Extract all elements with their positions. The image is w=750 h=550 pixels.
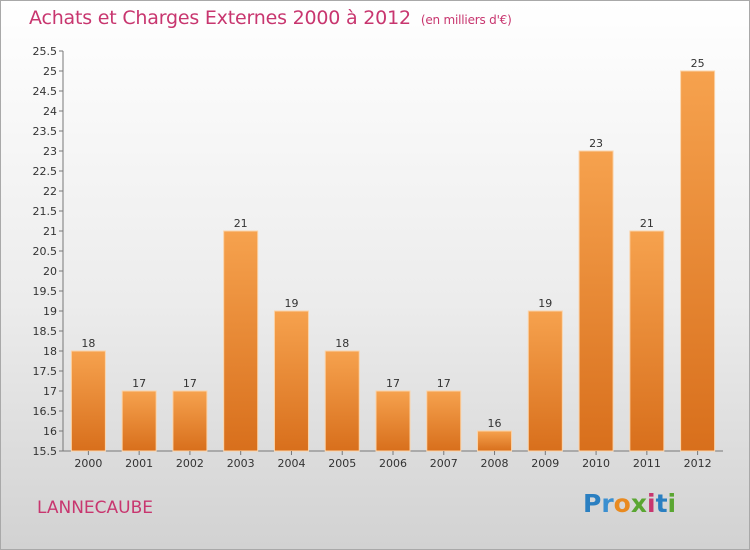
bar-value-label: 21 [640,217,654,230]
bar-2006 [375,390,411,452]
x-tick-label: 2010 [582,457,610,470]
bar-2003 [223,230,259,452]
bar-value-label: 19 [284,297,298,310]
bar-value-label: 25 [691,57,705,70]
logo-letter: i [647,489,656,518]
chart-bars: 18 2000 17 2001 17 2002 21 2003 19 2004 18 2005 17 20… [70,57,716,470]
y-tick-label: 21 [43,225,57,238]
bar-2004 [273,310,309,452]
bar-2007 [426,390,462,452]
x-tick-label: 2001 [125,457,153,470]
bar-2002 [172,390,208,452]
bar-value-label: 18 [335,337,349,350]
y-tick-label: 16 [43,425,57,438]
chart-title: Achats et Charges Externes 2000 à 2012 (e… [29,7,512,29]
y-tick-label: 22.5 [33,165,58,178]
x-tick-label: 2009 [531,457,559,470]
title-text: Achats et Charges Externes 2000 à 2012 [29,7,411,29]
bar-2009 [527,310,563,452]
bar-2012 [680,70,716,452]
y-tick-label: 21.5 [33,205,58,218]
y-tick-label: 16.5 [33,405,58,418]
bar-2008 [477,430,513,452]
x-tick-label: 2003 [227,457,255,470]
bar-value-label: 17 [386,377,400,390]
y-tick-label: 18.5 [33,325,58,338]
logo-letter: r [601,489,614,518]
bar-value-label: 16 [488,417,502,430]
y-tick-label: 19.5 [33,285,58,298]
proxiti-logo: Proxiti [583,489,676,518]
bar-2000 [70,350,106,452]
x-tick-label: 2012 [684,457,712,470]
x-tick-label: 2000 [74,457,102,470]
bar-2011 [629,230,665,452]
y-tick-label: 20 [43,265,57,278]
y-tick-label: 25.5 [33,45,58,58]
y-tick-label: 23 [43,145,57,158]
x-tick-label: 2004 [277,457,305,470]
y-tick-label: 25 [43,65,57,78]
bar-2005 [324,350,360,452]
bar-value-label: 17 [132,377,146,390]
y-tick-label: 17 [43,385,57,398]
logo-letter: i [667,489,677,518]
y-tick-label: 23.5 [33,125,58,138]
bar-value-label: 21 [234,217,248,230]
bar-value-label: 23 [589,137,603,150]
x-tick-label: 2005 [328,457,356,470]
y-tick-label: 20.5 [33,245,58,258]
y-tick-label: 15.5 [33,445,58,458]
y-tick-label: 19 [43,305,57,318]
y-tick-label: 18 [43,345,57,358]
commune-name: LANNECAUBE [37,498,154,518]
logo-letter: t [655,489,668,518]
logo-letter: P [583,489,602,518]
bar-2010 [578,150,614,452]
chart-subtitle: (en milliers d'€) [420,13,512,27]
x-tick-label: 2006 [379,457,407,470]
x-tick-label: 2008 [481,457,509,470]
y-tick-label: 24.5 [33,85,58,98]
y-tick-label: 24 [43,105,57,118]
bar-value-label: 18 [81,337,95,350]
y-tick-label: 22 [43,185,57,198]
bar-2001 [121,390,157,452]
x-tick-label: 2002 [176,457,204,470]
bar-value-label: 19 [538,297,552,310]
y-tick-label: 17.5 [33,365,58,378]
bar-value-label: 17 [437,377,451,390]
bar-value-label: 17 [183,377,197,390]
x-tick-label: 2007 [430,457,458,470]
logo-letter: o [613,489,631,518]
logo-letter: x [630,489,647,518]
x-tick-label: 2011 [633,457,661,470]
